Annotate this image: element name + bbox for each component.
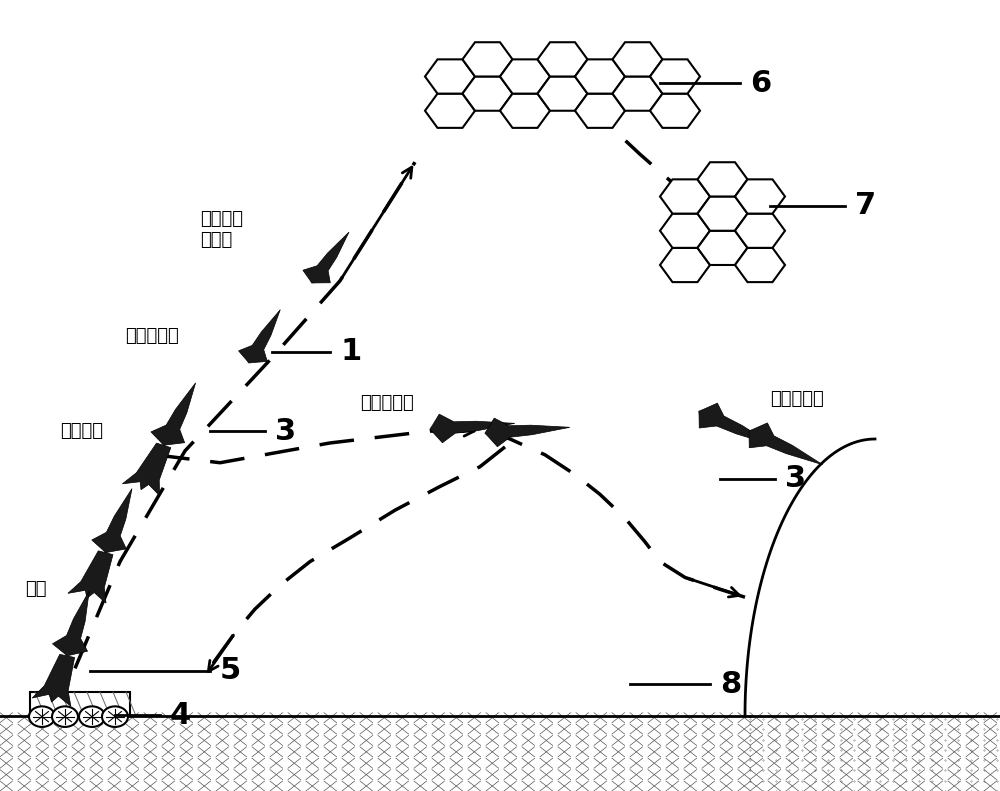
Polygon shape [697, 231, 747, 265]
Polygon shape [697, 196, 747, 231]
Text: 4: 4 [170, 701, 191, 729]
Text: 6: 6 [750, 69, 771, 97]
Polygon shape [650, 93, 700, 128]
Polygon shape [735, 180, 785, 214]
Polygon shape [68, 551, 113, 603]
Text: 轨道器接
入平台: 轨道器接 入平台 [200, 210, 243, 249]
Text: 爬升: 爬升 [25, 581, 46, 598]
Polygon shape [612, 77, 663, 111]
Text: 5: 5 [220, 657, 241, 685]
Polygon shape [485, 418, 570, 447]
Polygon shape [151, 383, 196, 445]
Text: 7: 7 [855, 191, 876, 220]
Polygon shape [52, 591, 89, 656]
Polygon shape [650, 59, 700, 93]
Polygon shape [538, 42, 588, 77]
Text: 3: 3 [785, 464, 806, 493]
Polygon shape [697, 162, 747, 196]
Text: 8: 8 [720, 670, 741, 698]
Polygon shape [745, 439, 1000, 791]
Polygon shape [303, 232, 349, 283]
Polygon shape [699, 403, 773, 445]
Bar [30, 692, 130, 716]
Polygon shape [749, 423, 823, 465]
Text: 轨道器入轨: 轨道器入轨 [125, 327, 179, 345]
Polygon shape [239, 309, 280, 363]
Circle shape [29, 706, 55, 727]
Text: 3: 3 [275, 417, 296, 445]
Polygon shape [430, 414, 515, 443]
Polygon shape [500, 93, 550, 128]
Polygon shape [735, 214, 785, 248]
Circle shape [79, 706, 105, 727]
Polygon shape [500, 59, 550, 93]
Polygon shape [612, 42, 663, 77]
Polygon shape [462, 42, 513, 77]
Bar [0, 716, 750, 791]
Polygon shape [735, 248, 785, 282]
Polygon shape [575, 93, 625, 128]
Polygon shape [425, 59, 475, 93]
Text: 推进器进场: 推进器进场 [770, 391, 824, 408]
Circle shape [52, 706, 78, 727]
Polygon shape [575, 59, 625, 93]
Polygon shape [660, 248, 710, 282]
Circle shape [102, 706, 128, 727]
Polygon shape [122, 443, 171, 496]
Polygon shape [660, 214, 710, 248]
Text: 级间分离: 级间分离 [60, 422, 103, 440]
Polygon shape [660, 180, 710, 214]
Text: 推进器返场: 推进器返场 [360, 395, 414, 412]
Polygon shape [538, 77, 588, 111]
Polygon shape [425, 93, 475, 128]
Text: 1: 1 [340, 338, 361, 366]
Polygon shape [462, 77, 513, 111]
Polygon shape [92, 489, 132, 553]
Polygon shape [32, 654, 75, 706]
